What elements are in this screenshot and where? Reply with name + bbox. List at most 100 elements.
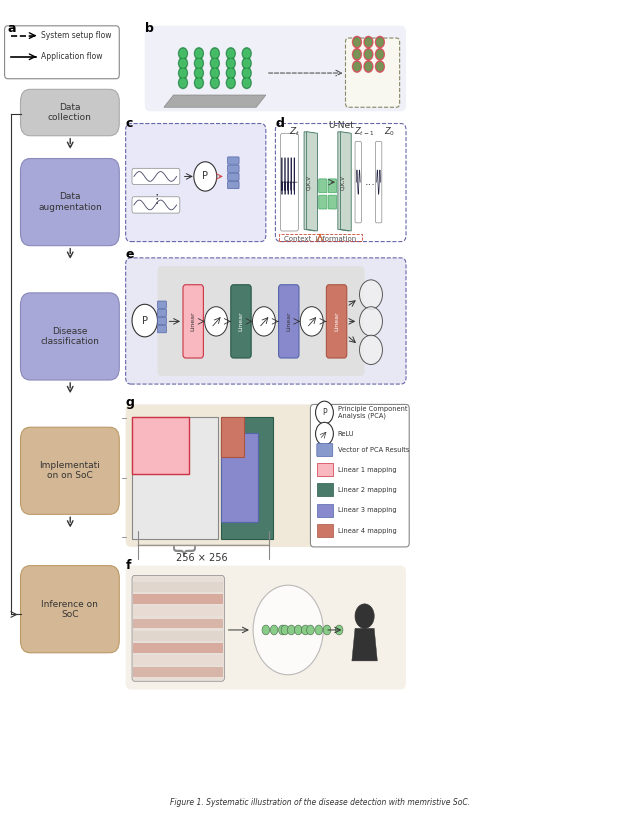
Circle shape [270, 625, 278, 635]
FancyBboxPatch shape [319, 179, 327, 193]
Text: Disease
classification: Disease classification [40, 327, 99, 346]
Text: c: c [125, 117, 133, 130]
Circle shape [253, 585, 323, 675]
Circle shape [360, 306, 383, 336]
Text: U-Net: U-Net [328, 121, 354, 130]
Circle shape [244, 78, 250, 87]
Circle shape [211, 67, 220, 78]
Circle shape [196, 59, 202, 67]
Circle shape [179, 77, 188, 88]
Circle shape [194, 162, 217, 191]
FancyBboxPatch shape [133, 606, 223, 616]
Circle shape [227, 67, 236, 78]
Polygon shape [164, 95, 266, 107]
Text: Application flow: Application flow [41, 52, 102, 61]
FancyBboxPatch shape [125, 565, 406, 690]
Circle shape [287, 625, 295, 635]
Circle shape [365, 50, 372, 58]
FancyBboxPatch shape [328, 179, 337, 193]
Circle shape [244, 59, 250, 67]
Circle shape [364, 37, 373, 48]
Circle shape [364, 60, 373, 72]
Text: Linear 2 mapping: Linear 2 mapping [338, 487, 397, 493]
Circle shape [353, 49, 362, 60]
FancyBboxPatch shape [20, 292, 119, 380]
Circle shape [315, 625, 323, 635]
Text: Context  Information: Context Information [284, 236, 356, 242]
FancyBboxPatch shape [20, 89, 119, 136]
Circle shape [195, 57, 204, 69]
Circle shape [196, 78, 202, 87]
FancyBboxPatch shape [133, 643, 223, 653]
FancyBboxPatch shape [221, 417, 273, 538]
Text: ...: ... [364, 177, 375, 187]
FancyBboxPatch shape [310, 404, 409, 547]
FancyBboxPatch shape [125, 258, 406, 384]
Polygon shape [340, 132, 351, 231]
Circle shape [132, 304, 157, 337]
Circle shape [262, 625, 269, 635]
Circle shape [376, 37, 385, 48]
Circle shape [354, 50, 360, 58]
Circle shape [301, 625, 309, 635]
Text: P: P [322, 408, 327, 417]
FancyBboxPatch shape [376, 141, 382, 223]
FancyBboxPatch shape [132, 417, 189, 474]
FancyBboxPatch shape [221, 417, 244, 458]
Circle shape [354, 62, 360, 70]
FancyBboxPatch shape [133, 631, 223, 641]
Circle shape [244, 49, 250, 57]
Circle shape [196, 69, 202, 77]
Text: Data
collection: Data collection [48, 103, 92, 123]
Text: Linear 1 mapping: Linear 1 mapping [338, 467, 396, 472]
FancyBboxPatch shape [319, 195, 327, 209]
Text: a: a [8, 22, 16, 35]
Circle shape [180, 78, 186, 87]
FancyBboxPatch shape [20, 565, 119, 653]
Circle shape [360, 335, 383, 364]
FancyBboxPatch shape [317, 484, 333, 497]
Circle shape [228, 69, 234, 77]
FancyBboxPatch shape [221, 433, 257, 523]
Circle shape [354, 38, 360, 47]
Text: e: e [125, 248, 134, 261]
Circle shape [353, 60, 362, 72]
Circle shape [196, 49, 202, 57]
Circle shape [228, 59, 234, 67]
Circle shape [195, 77, 204, 88]
FancyBboxPatch shape [133, 655, 223, 665]
Circle shape [243, 77, 251, 88]
Circle shape [377, 38, 383, 47]
FancyBboxPatch shape [228, 157, 239, 164]
FancyBboxPatch shape [231, 285, 251, 358]
Circle shape [365, 62, 372, 70]
FancyBboxPatch shape [228, 173, 239, 181]
Circle shape [179, 67, 188, 78]
FancyBboxPatch shape [157, 325, 166, 333]
Text: ⋮: ⋮ [150, 193, 163, 206]
Circle shape [243, 57, 251, 69]
Circle shape [227, 57, 236, 69]
Text: Figure 1. Systematic illustration of the disease detection with memristive SoC.: Figure 1. Systematic illustration of the… [170, 798, 470, 807]
Circle shape [227, 77, 236, 88]
Circle shape [252, 306, 275, 336]
Circle shape [355, 604, 374, 628]
Circle shape [294, 625, 302, 635]
Text: d: d [275, 117, 284, 130]
FancyBboxPatch shape [132, 197, 180, 213]
Circle shape [211, 77, 220, 88]
Text: Linear 4 mapping: Linear 4 mapping [338, 528, 397, 534]
Text: 256 × 256: 256 × 256 [176, 553, 228, 564]
Polygon shape [352, 628, 378, 661]
Circle shape [212, 49, 218, 57]
Text: f: f [125, 559, 131, 572]
Circle shape [212, 59, 218, 67]
FancyBboxPatch shape [317, 463, 333, 476]
Circle shape [316, 422, 333, 445]
Text: $Z_{t-1}$: $Z_{t-1}$ [354, 125, 374, 137]
Circle shape [180, 69, 186, 77]
FancyBboxPatch shape [183, 285, 204, 358]
Text: g: g [125, 396, 134, 409]
Circle shape [211, 57, 220, 69]
Text: P: P [202, 172, 208, 181]
